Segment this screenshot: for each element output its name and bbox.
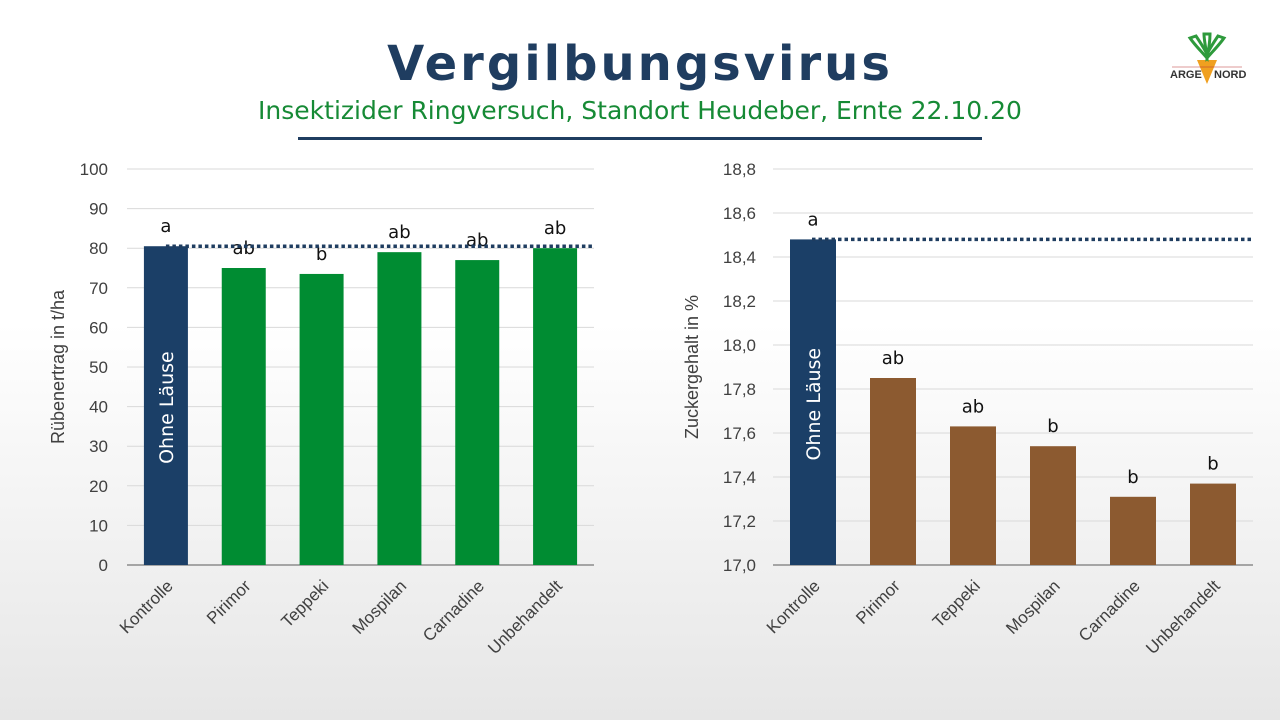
category-label: Unbehandelt [484, 576, 566, 658]
bar-kontrolle [143, 246, 188, 565]
bar-pirimor [221, 268, 266, 565]
y-tick-label: 17,4 [723, 468, 756, 487]
category-label: Pirimor [203, 576, 255, 628]
y-tick-label: 17,2 [723, 512, 756, 531]
category-label: Carnadine [1075, 576, 1144, 645]
bar-carnadine [455, 260, 500, 565]
y-tick-label: 90 [89, 200, 108, 219]
bar-teppeki [299, 273, 344, 565]
significance-label: a [807, 209, 818, 230]
category-label: Teppeki [278, 576, 333, 631]
logo-text-right: NORD [1214, 69, 1246, 81]
significance-label: a [160, 216, 171, 237]
category-label: Pirimor [852, 576, 904, 628]
y-tick-label: 18,0 [723, 336, 756, 355]
y-tick-label: 18,2 [723, 292, 756, 311]
significance-label: ab [233, 238, 255, 259]
y-axis-title: Zuckergehalt in % [682, 295, 702, 439]
y-axis-title: Rübenertrag in t/ha [48, 289, 68, 444]
category-label: Teppeki [929, 576, 984, 631]
significance-label: b [1047, 416, 1058, 437]
category-label: Carnadine [419, 576, 488, 645]
title-divider [298, 137, 982, 140]
y-tick-label: 80 [89, 239, 108, 258]
y-tick-label: 50 [89, 358, 108, 377]
category-label: Mospilan [1002, 576, 1064, 638]
significance-label: b [1207, 454, 1218, 475]
bar-unbehandelt [533, 248, 578, 565]
significance-label: ab [882, 348, 904, 369]
bar-carnadine [1110, 496, 1156, 565]
bar-mospilan [377, 252, 422, 565]
y-tick-label: 17,0 [723, 556, 756, 575]
significance-label: b [1127, 467, 1138, 488]
y-tick-label: 30 [89, 437, 108, 456]
category-label: Unbehandelt [1142, 576, 1224, 658]
logo-text-left: ARGE [1170, 69, 1202, 81]
category-label: Mospilan [349, 576, 411, 638]
bar-unbehandelt [1190, 483, 1236, 565]
page-subtitle: Insektizider Ringversuch, Standort Heude… [258, 96, 1022, 125]
bar-mospilan [1030, 446, 1076, 565]
y-tick-label: 100 [80, 160, 108, 179]
bar-inner-label: Ohne Läuse [803, 348, 825, 461]
y-tick-label: 18,4 [723, 248, 756, 267]
y-tick-label: 70 [89, 279, 108, 298]
y-tick-label: 60 [89, 318, 108, 337]
chart-2: 17,0 17,2 17,4 17,6 17,8 18,0 18,2 18,4 18,6 18,8… [682, 160, 1253, 658]
y-tick-label: 10 [89, 516, 108, 535]
bar-inner-label: Ohne Läuse [156, 351, 178, 464]
significance-label: ab [962, 396, 984, 417]
bar-teppeki [950, 426, 996, 565]
category-label: Kontrolle [763, 576, 824, 637]
y-tick-label: 18,8 [723, 160, 756, 179]
arge-nord-logo: ARGE NORD [1170, 32, 1246, 84]
y-tick-label: 17,6 [723, 424, 756, 443]
significance-label: ab [388, 222, 410, 243]
chart-1: 0 10 20 30 40 50 60 70 80 90 100 Rübenertrag in t/h… [48, 160, 594, 658]
y-tick-label: 20 [89, 477, 108, 496]
page-title: Vergilbungsvirus [387, 36, 893, 92]
y-tick-label: 17,8 [723, 380, 756, 399]
significance-label: b [316, 244, 327, 265]
category-label: Kontrolle [116, 576, 177, 637]
bar-pirimor [870, 378, 916, 565]
bar-kontrolle [790, 239, 836, 565]
y-tick-label: 0 [99, 556, 108, 575]
logo-leaf-right [1205, 34, 1227, 62]
y-tick-label: 40 [89, 398, 108, 417]
logo-carrot-shape [1197, 60, 1217, 84]
significance-label: ab [544, 218, 566, 239]
y-tick-label: 18,6 [723, 204, 756, 223]
